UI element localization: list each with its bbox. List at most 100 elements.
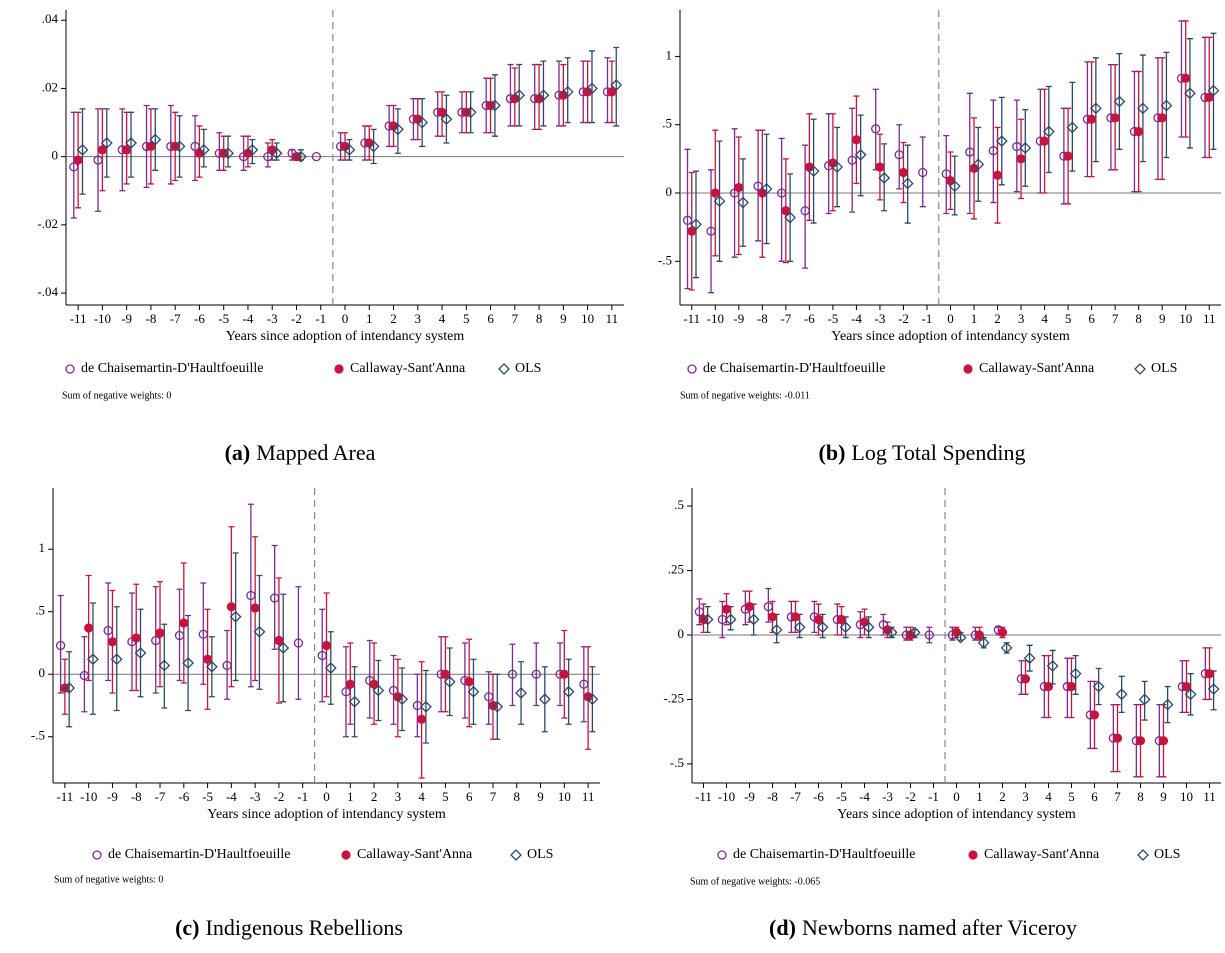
- marker-dot: [1204, 92, 1214, 103]
- y-tick-label: 1: [666, 47, 673, 62]
- error-bar: [443, 94, 450, 144]
- marker-diamond: [1046, 660, 1059, 672]
- marker-dot: [1063, 151, 1073, 161]
- error-bar: [375, 659, 382, 722]
- marker-diamond: [343, 143, 356, 156]
- marker-dot: [1158, 736, 1169, 746]
- error-bar: [319, 608, 326, 703]
- marker-dot: [437, 107, 447, 117]
- marker-dot: [155, 628, 165, 638]
- y-tick-label: 0: [39, 665, 46, 680]
- marker-circle: [69, 162, 79, 172]
- x-tick-label: -8: [145, 311, 156, 326]
- marker-circle: [293, 638, 304, 648]
- marker-circle: [341, 687, 351, 697]
- marker-diamond: [367, 140, 380, 153]
- marker-dot: [369, 679, 379, 689]
- marker-diamond: [1207, 683, 1220, 696]
- marker-dot: [202, 654, 213, 664]
- marker-dot: [1157, 113, 1167, 123]
- y-tick-label: .5: [674, 497, 684, 512]
- marker-diamond: [831, 161, 844, 173]
- marker-dot: [146, 141, 156, 152]
- marker-diamond: [440, 113, 453, 126]
- marker-diamond: [1160, 99, 1173, 112]
- marker-diamond: [878, 172, 891, 184]
- caption: (a) Mapped Area: [225, 440, 376, 465]
- marker-diamond: [467, 685, 480, 698]
- error-bar: [763, 133, 770, 245]
- x-tick-label: 3: [395, 789, 402, 804]
- x-tick-label: -4: [851, 311, 862, 326]
- marker-dot: [974, 630, 985, 640]
- x-tick-label: -3: [882, 789, 893, 804]
- marker-dot: [992, 170, 1003, 180]
- marker-diamond: [690, 218, 702, 231]
- error-bar: [1141, 680, 1148, 721]
- marker-dot: [1134, 126, 1144, 137]
- marker-dot: [250, 603, 260, 613]
- error-bar: [731, 128, 738, 258]
- marker-circle: [965, 147, 975, 157]
- error-bar: [943, 134, 950, 215]
- marker-dot: [364, 138, 374, 148]
- marker-dot: [534, 94, 544, 104]
- legend-marker: [717, 850, 727, 860]
- legend-marker: [1137, 849, 1149, 861]
- x-tick-label: -10: [707, 311, 724, 326]
- marker-diamond: [348, 695, 361, 708]
- error-bar: [208, 636, 215, 698]
- x-tick-label: 0: [342, 311, 349, 326]
- marker-dot: [687, 226, 697, 236]
- marker-dot: [790, 612, 801, 622]
- panel: -.5-.250.25.5-11 -10 -9 -8 -7 -6 -5 -4 -3 -2 -1 0 1 2…: [663, 488, 1221, 940]
- marker-dot: [721, 604, 732, 614]
- x-tick-label: -1: [315, 311, 326, 326]
- marker-circle: [198, 629, 208, 639]
- x-tick-label: 9: [1160, 789, 1167, 804]
- x-tick-label: -2: [905, 789, 916, 804]
- error-bar: [540, 60, 547, 127]
- y-tick-label: -.5: [31, 728, 45, 743]
- marker-dot: [345, 679, 355, 689]
- marker-dot: [179, 618, 189, 628]
- x-axis-title: Years since adoption of intendancy syste…: [226, 329, 465, 344]
- caption: (c) Indigenous Rebellions: [175, 915, 403, 940]
- error-bar: [1045, 85, 1052, 174]
- marker-dot: [194, 148, 205, 158]
- legend-label: Callaway-Sant'Anna: [979, 361, 1095, 376]
- marker-circle: [763, 601, 774, 612]
- marker-circle: [79, 670, 90, 681]
- x-tick-label: -9: [121, 311, 132, 326]
- error-bar: [881, 143, 888, 212]
- note: Sum of negative weights: -0.011: [680, 390, 810, 401]
- marker-dot: [1039, 136, 1050, 146]
- error-bar: [295, 586, 302, 700]
- x-tick-label: 0: [947, 311, 954, 326]
- marker-dot: [321, 640, 332, 651]
- x-tick-label: 11: [1203, 789, 1216, 804]
- marker-diamond: [489, 99, 501, 112]
- x-tick-label: -5: [827, 311, 838, 326]
- marker-diamond: [1092, 680, 1105, 693]
- legend-label: de Chaisemartin-D'Haultfoeuille: [81, 361, 264, 376]
- marker-circle: [918, 167, 928, 178]
- error-bar: [394, 108, 401, 154]
- marker-diamond: [222, 147, 234, 160]
- x-tick-label: 4: [418, 789, 425, 804]
- marker-circle: [222, 660, 232, 671]
- error-bar: [849, 107, 856, 213]
- marker-dot: [131, 633, 141, 643]
- marker-diamond: [793, 621, 806, 634]
- marker-diamond: [229, 610, 242, 623]
- error-bar: [872, 88, 879, 171]
- x-tick-label: -11: [70, 311, 87, 326]
- marker-diamond: [134, 647, 147, 659]
- marker-diamond: [76, 143, 89, 156]
- error-bar: [810, 118, 817, 224]
- x-tick-label: -8: [131, 789, 142, 804]
- error-bar: [152, 108, 159, 171]
- error-bar: [692, 170, 699, 279]
- marker-dot: [1066, 681, 1077, 692]
